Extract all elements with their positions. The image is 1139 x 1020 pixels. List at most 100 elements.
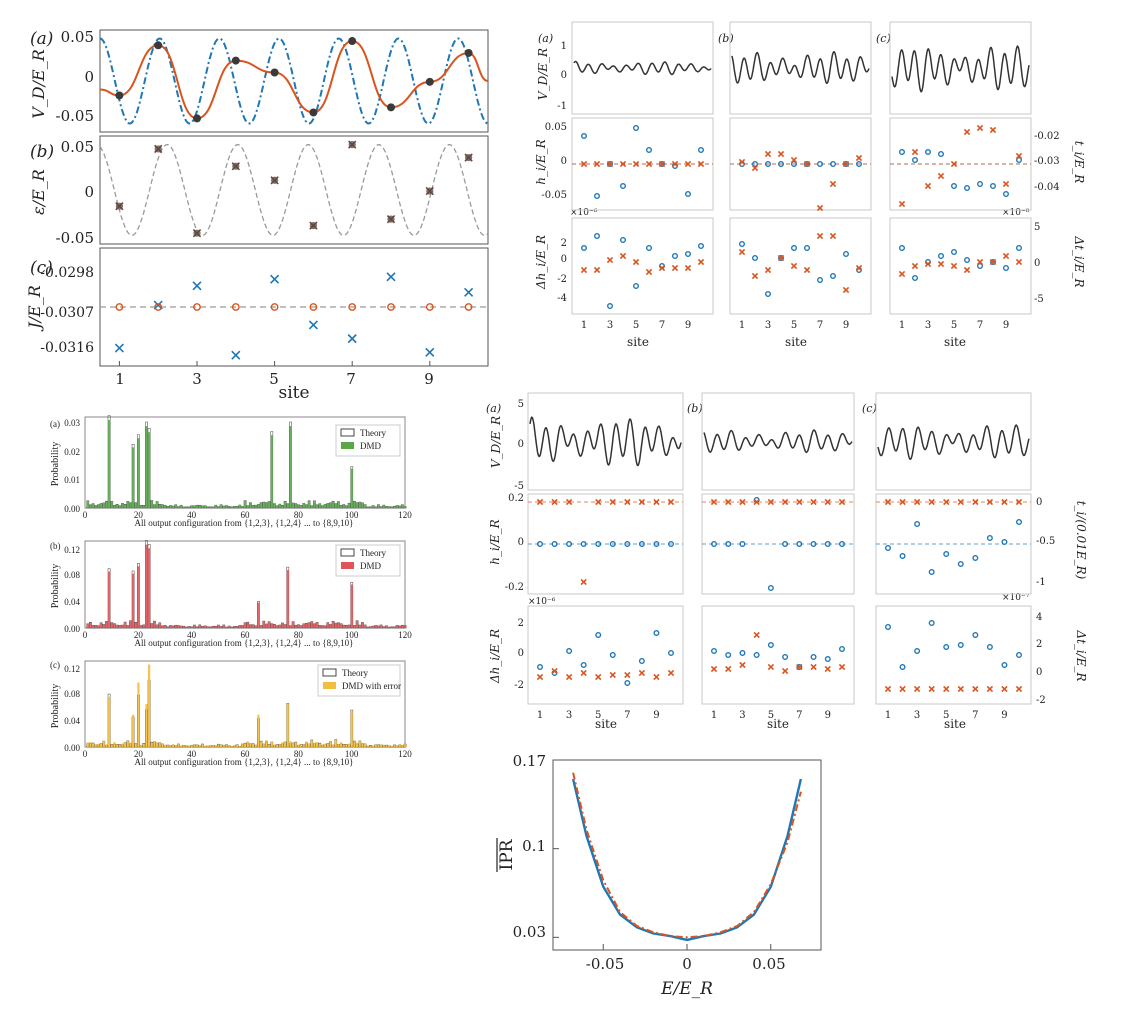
bl-dmd-bar bbox=[198, 624, 201, 628]
mr-exp-left: ×10⁻⁶ bbox=[528, 597, 556, 607]
bl-dmd-bar bbox=[126, 501, 129, 508]
bl-dmd-bar bbox=[358, 625, 361, 628]
bl-xtick: 80 bbox=[294, 749, 304, 759]
bl-dmd-bar bbox=[265, 740, 268, 747]
tr-dyn-dh-circle bbox=[607, 303, 614, 310]
bl-dmd-bar bbox=[214, 626, 217, 628]
tl-xtick: 1 bbox=[115, 370, 125, 388]
mr-dyn-dt-cross bbox=[667, 669, 675, 677]
mr-dyn-t-cross bbox=[767, 498, 775, 506]
tl-ylabel-b: ε/E_R bbox=[29, 169, 48, 215]
tr-dyn-h-circle bbox=[778, 160, 785, 167]
ipr-xlabel: E/E_R bbox=[660, 979, 713, 999]
bl-dmd-bar bbox=[156, 501, 159, 508]
mr-dyn-t-cross bbox=[753, 498, 760, 506]
bl-dmd-bar bbox=[116, 504, 119, 508]
bl-dmd-bar bbox=[217, 625, 220, 628]
tr-dyn-t-cross bbox=[829, 180, 837, 188]
bl-dmd-bar bbox=[233, 626, 236, 628]
bl-dmd-bar bbox=[158, 504, 161, 508]
mr-dyn-xtick: 9 bbox=[825, 710, 831, 721]
bl-dmd-bar bbox=[132, 714, 135, 747]
legend-dmd-label: DMD bbox=[360, 441, 382, 451]
bl-dmd-bar bbox=[100, 503, 103, 508]
mr-dyn-t-cross bbox=[609, 498, 616, 506]
bl-dmd-bar bbox=[300, 625, 303, 628]
bl-dmd-bar bbox=[268, 621, 271, 628]
tl-c-cross bbox=[347, 334, 357, 344]
tl-a-ytick: 0.05 bbox=[61, 28, 94, 46]
mr-dyn-h-circle bbox=[653, 541, 660, 548]
tr-dyn-t-cross bbox=[976, 124, 984, 132]
bl-dmd-bar bbox=[94, 625, 97, 628]
mr-dyn-dh-circle bbox=[566, 648, 573, 655]
tr-dyn-dt-cross bbox=[924, 260, 932, 268]
mr-dyn-xtick: 7 bbox=[972, 710, 978, 721]
bl-dmd-bar bbox=[276, 744, 279, 747]
bl-dmd-bar bbox=[129, 742, 132, 747]
bl-dmd-bar bbox=[369, 506, 372, 508]
bl-dmd-bar bbox=[316, 504, 319, 508]
tr-dyn-t-cross bbox=[842, 160, 850, 168]
bl-dmd-bar bbox=[350, 711, 353, 747]
bl-dmd-bar bbox=[353, 741, 356, 747]
bl-xlabel-a: All output configuration from {1,2,3}, {… bbox=[135, 518, 354, 528]
mr-dyn-h-circle bbox=[928, 569, 935, 576]
bl-dmd-bar bbox=[305, 623, 308, 628]
bl-dmd-bar bbox=[182, 745, 185, 747]
mr-dyn-dt-cross bbox=[781, 667, 789, 675]
bl-dmd-bar bbox=[166, 745, 169, 747]
bl-dmd-bar bbox=[110, 744, 113, 747]
mr-dyn-t-cross bbox=[595, 498, 602, 506]
bl-dmd-bar bbox=[220, 744, 223, 747]
tr-dyn-dt-cross bbox=[842, 286, 850, 294]
bl-b-ytick: 0.08 bbox=[64, 570, 80, 580]
tr-dyn-h-circle bbox=[925, 148, 932, 155]
bl-dmd-bar bbox=[177, 744, 180, 747]
tr-dyn-h-circle bbox=[977, 180, 984, 187]
legend-theory-swatch bbox=[340, 548, 355, 557]
tr-dyn-t-cross bbox=[738, 158, 746, 166]
bl-dmd-bar bbox=[145, 544, 148, 628]
tr-dyn-dt-cross bbox=[911, 262, 919, 270]
bl-dmd-bar bbox=[393, 626, 396, 628]
bl-xtick: 60 bbox=[241, 749, 251, 759]
mr-dyn-subaxes bbox=[527, 392, 684, 491]
mr-dyn-dt-cross bbox=[595, 673, 602, 681]
mr-dyn-potential-curve bbox=[529, 416, 682, 467]
bl-dmd-bar bbox=[350, 468, 353, 508]
bl-dmd-bar bbox=[270, 623, 273, 628]
bl-dmd-bar bbox=[116, 744, 119, 747]
bl-dmd-bar bbox=[134, 744, 137, 747]
bl-dmd-bar bbox=[156, 742, 159, 747]
bl-dmd-bar bbox=[294, 742, 297, 747]
tr-dyn-h-circle bbox=[912, 156, 919, 163]
bl-dmd-bar bbox=[230, 745, 233, 747]
tl-b-cross bbox=[192, 229, 202, 238]
tr-dyn-dt-cross bbox=[777, 254, 785, 262]
bl-dmd-bar bbox=[380, 744, 383, 747]
ipr-solid-line bbox=[571, 778, 803, 942]
tr-dyn-h-circle bbox=[607, 160, 614, 167]
mr-h-ytick: 0.2 bbox=[508, 493, 524, 504]
bl-dmd-bar bbox=[140, 625, 143, 628]
bl-dmd-bar bbox=[124, 742, 127, 747]
bl-dmd-bar bbox=[244, 622, 247, 628]
mr-dyn-h-circle bbox=[1001, 539, 1008, 546]
mr-dyn-h-circle bbox=[1016, 519, 1023, 526]
tr-dyn-dh-circle bbox=[752, 254, 759, 261]
bl-dmd-bar bbox=[188, 745, 191, 747]
bl-dmd-bar bbox=[268, 501, 271, 508]
mr-dyn-dt-cross bbox=[796, 663, 803, 671]
bl-dmd-bar bbox=[222, 744, 225, 747]
bl-dmd-bar bbox=[401, 625, 404, 628]
tr-dyn-dt-cross bbox=[963, 266, 971, 274]
bl-dmd-bar bbox=[332, 501, 335, 508]
legend-dmd-swatch bbox=[341, 562, 354, 569]
ipr-xtick: 0.05 bbox=[752, 955, 785, 973]
tl-a-site-point bbox=[464, 48, 473, 57]
mr-dyn-dh-circle bbox=[580, 662, 587, 669]
tr-dyn-h-circle bbox=[646, 146, 653, 153]
bl-dmd-bar bbox=[228, 626, 231, 628]
bl-dmd-bar bbox=[97, 504, 100, 508]
